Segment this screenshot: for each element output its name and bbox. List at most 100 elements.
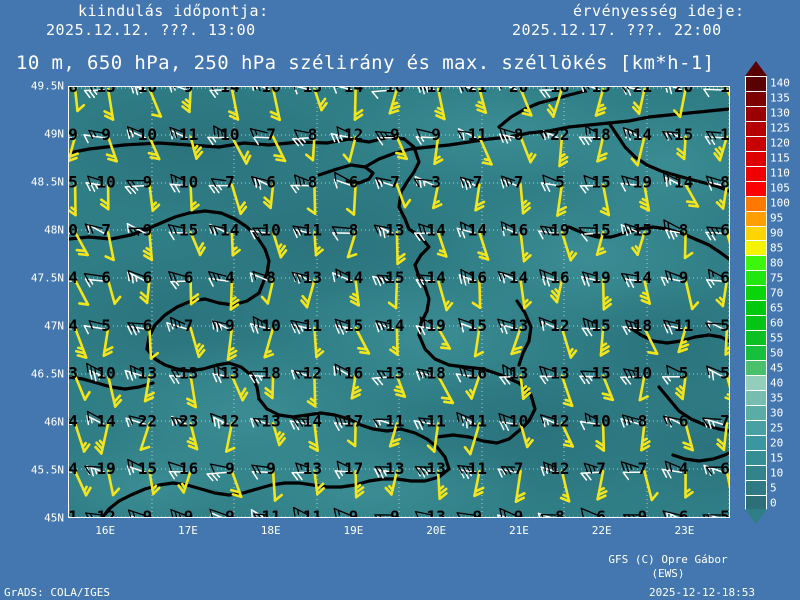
gust-value: 10 [509,411,528,430]
gust-value: 14 [220,220,239,239]
gust-value: 19 [426,316,445,335]
colorbar-tick-0: 0 [770,496,777,510]
colorbar-swatch [745,434,767,450]
gust-value: 8 [349,220,359,239]
gust-value: 6 [720,459,729,478]
gust-value: 5 [720,364,729,383]
gust-value: 9 [101,125,111,144]
gust-value: 16 [468,268,487,287]
gust-value: 13 [550,364,569,383]
gust-value: 9 [143,220,153,239]
colorbar-tick-25: 25 [770,421,784,435]
colorbar-tick-110: 110 [770,166,790,180]
gust-value: 15 [468,316,487,335]
gust-value: 13 [303,268,322,287]
gust-value: 1 [69,507,78,517]
gust-value: 15 [591,220,610,239]
gust-value: 11 [179,125,198,144]
gust-value: 1 [720,125,729,144]
colorbar-swatch [745,150,767,166]
lat-tick-47N: 47N [44,319,64,333]
gust-value: 11 [468,125,487,144]
gust-value: 16 [385,87,404,96]
colorbar-tick-80: 80 [770,256,784,270]
colorbar-swatch [745,479,767,495]
gust-value: 9 [225,507,235,517]
gust-value: 5 [101,316,111,335]
lon-tick-19E: 19E [343,524,364,537]
gust-value: 7 [720,411,729,430]
gust-value: 16 [179,459,198,478]
gust-value: 16 [344,364,363,383]
gust-value: 7 [514,173,524,192]
gust-value: 4 [69,268,78,287]
gust-value: 6 [679,411,689,430]
gust-value: 9 [143,173,153,192]
colorbar-tick-60: 60 [770,316,784,330]
gust-value: 6 [143,268,153,287]
gust-value: 19 [96,459,115,478]
colorbar-tick-115: 115 [770,151,790,165]
gust-value: 9 [225,316,235,335]
gust-value: 1 [720,87,729,96]
gust-value: 10 [138,87,157,96]
gust-value: 9 [473,507,483,517]
valid-time-value: 2025.12.17. ???. 22:00 [512,21,722,39]
lon-tick-22E: 22E [591,524,612,537]
gust-value: 5 [69,173,78,192]
gust-value: 16 [550,268,569,287]
valid-time-label: érvényesség ideje: [573,2,745,20]
gust-value: 7 [266,125,276,144]
gust-value: 16 [509,220,528,239]
gust-value: 20 [509,87,528,96]
colorbar-tick-140: 140 [770,76,790,90]
gust-value: 13 [303,87,322,96]
gust-value: 19 [633,173,652,192]
gust-value: 21 [633,87,652,96]
gust-value: 8 [638,411,648,430]
colorbar-swatch [745,390,767,405]
gust-value: 13 [138,364,157,383]
lon-tick-17E: 17E [178,524,198,537]
colorbar-tick-45: 45 [770,361,784,375]
gust-value: 11 [426,411,445,430]
gust-value: 9 [679,268,689,287]
lat-tick-49N: 49N [44,127,64,141]
gust-value: 8 [514,125,524,144]
gust-value: 16 [468,364,487,383]
gust-value: 14 [96,411,115,430]
gust-value: 13 [220,364,239,383]
gust-value: 14 [674,173,693,192]
gust-value: 9 [390,125,400,144]
lon-tick-20E: 20E [426,524,447,537]
gust-value: 13 [179,364,198,383]
lat-tick-48N: 48N [44,223,64,237]
gust-value: 11 [303,316,322,335]
wind-barbs-250hpa [69,87,729,503]
lat-tick-46.5N: 46.5N [30,367,64,381]
gust-value: 13 [385,220,404,239]
lat-tick-46N: 46N [44,415,64,429]
colorbar-tick-50: 50 [770,346,784,360]
colorbar-swatch [745,135,767,151]
gust-value: 8 [679,220,689,239]
credit-line-2: (EWS) [651,567,685,580]
gust-value: 6 [679,507,689,517]
colorbar-swatch [745,270,767,286]
gust-value: 13 [426,507,445,517]
colorbar-swatch [745,404,767,420]
colorbar-swatch [745,419,767,435]
gust-value: 22 [550,125,569,144]
gust-value: 4 [69,459,78,478]
colorbar-swatch [745,464,767,480]
colorbar-swatch [745,76,767,91]
colorbar-swatch [745,285,767,301]
gust-value: 7 [473,173,483,192]
lat-tick-45.5N: 45.5N [30,463,64,477]
colorbar [745,76,767,510]
gust-value: 15 [138,459,157,478]
colorbar-swatch [745,255,767,271]
map-title: 10 m, 650 hPa, 250 hPa szélirány és max.… [16,52,715,74]
gust-value: 13 [385,364,404,383]
gust-value: 13 [509,364,528,383]
